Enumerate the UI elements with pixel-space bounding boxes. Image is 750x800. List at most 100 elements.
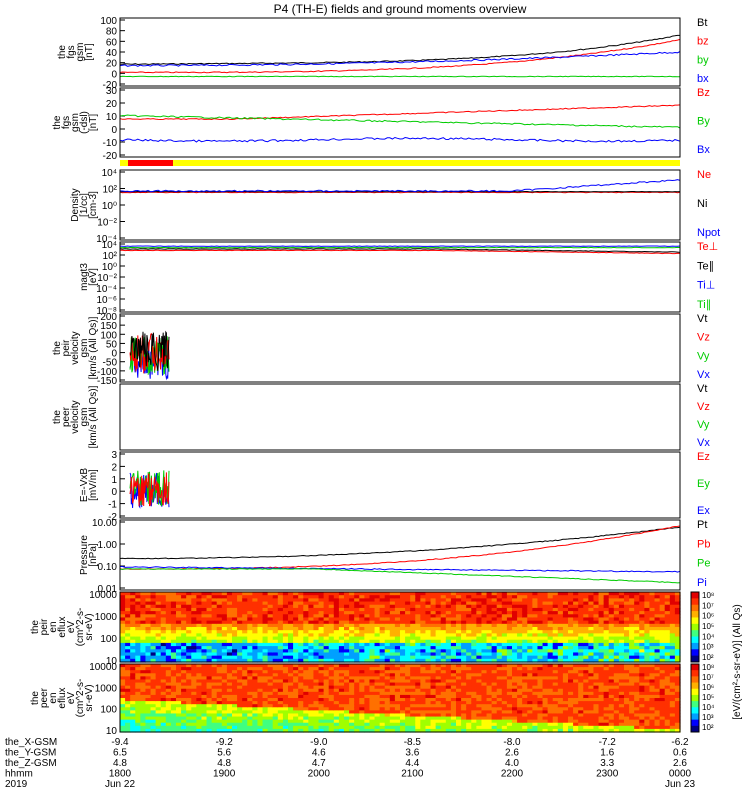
- bx-line: [119, 51, 681, 67]
- colorbar-segment: [691, 664, 699, 671]
- x-tick-label: 2.6: [673, 758, 687, 769]
- y-tick-label: 30: [106, 86, 118, 97]
- y-axis-label: en: [48, 692, 59, 703]
- y-tick-label: 40: [106, 48, 118, 59]
- velocity-burst-line: [129, 470, 170, 506]
- y-tick-label: 1: [111, 475, 117, 486]
- legend-entry: Ex: [697, 505, 710, 517]
- y-axis-label: (-dsl): [79, 111, 90, 134]
- by2-line: [119, 114, 681, 129]
- y-axis-label: gsm: [75, 43, 86, 62]
- legend-entry: Ti⊥: [697, 280, 715, 292]
- x-tick-label: 4.8: [217, 758, 231, 769]
- y-tick-label: 10.00: [92, 518, 117, 529]
- x-tick-label: -9.2: [216, 737, 234, 748]
- y-tick-label: 0: [111, 487, 117, 498]
- panel-frame: [119, 519, 681, 591]
- y-axis-label: eV: [66, 692, 77, 705]
- legend-entry: Pe: [697, 558, 710, 570]
- y-tick-label: 100: [100, 634, 117, 645]
- quality-flag-red: [128, 160, 173, 166]
- pt-line: [119, 526, 681, 560]
- legend-entry: Vt: [697, 313, 707, 325]
- x-tick-label: 2000: [308, 769, 331, 780]
- y-tick-label: 10000: [89, 662, 117, 673]
- colorbar-segment: [691, 617, 699, 625]
- legend-entry: Ti∥: [697, 299, 711, 311]
- x-tick-label: Jun 22: [105, 779, 135, 790]
- y-tick-label: 10: [106, 112, 118, 123]
- x-tick-label: 1.6: [600, 748, 614, 759]
- legend-entry: Npot: [697, 227, 720, 239]
- y-tick-label: 0: [111, 349, 117, 360]
- y-tick-label: 50: [106, 339, 118, 350]
- y-tick-label: 100: [100, 330, 117, 341]
- y-axis-label: peer: [61, 406, 72, 427]
- y-tick-label: 10⁻²: [97, 218, 117, 229]
- x-row-label: the_Y-GSM: [5, 748, 56, 759]
- y-axis-label: magt3: [79, 263, 90, 291]
- panel-temperature: magt3[eV]: [79, 243, 125, 311]
- colorbar-segment: [691, 682, 699, 690]
- y-axis-label: the: [57, 45, 68, 59]
- colorbar-segment: [691, 630, 699, 638]
- legend-entry: Bx: [697, 144, 710, 156]
- legend-entry: Ez: [697, 451, 710, 463]
- panel-e-vxb: E=-VxB[mV/m]: [79, 453, 125, 517]
- pe-line: [119, 568, 681, 584]
- y-tick-label: 1000: [95, 683, 118, 694]
- x-tick-label: 3.3: [600, 758, 614, 769]
- x-tick-label: 3.6: [405, 748, 419, 759]
- peer-spectrogram: [120, 664, 681, 733]
- y-tick-label: 150: [100, 321, 117, 332]
- colorbar-tick: 10⁶: [702, 683, 714, 692]
- y-tick-label: 0: [111, 125, 117, 136]
- x-tick-label: 4.4: [405, 758, 419, 769]
- y-axis-label: en: [48, 621, 59, 632]
- panel-frame: [119, 17, 681, 87]
- y-tick-label: 10⁴: [102, 240, 117, 251]
- bx2-line: [119, 136, 681, 143]
- legend-entry: Pi: [697, 577, 707, 589]
- y-tick-label: 10⁻⁸: [96, 306, 117, 317]
- y-tick-label: 10: [106, 656, 118, 667]
- colorbar-segment: [691, 701, 699, 708]
- colorbar-tick: 10⁵: [702, 693, 714, 702]
- colorbar-tick: 10⁸: [702, 591, 714, 600]
- y-axis-label: [mV/m]: [88, 469, 99, 501]
- colorbar-tick: 10⁵: [702, 622, 714, 631]
- panel-frame: [119, 451, 681, 519]
- legend-entry: Pt: [697, 519, 707, 531]
- y-axis-label: the: [30, 620, 41, 634]
- x-tick-label: 0.6: [673, 748, 687, 759]
- x-row-label: the_X-GSM: [5, 737, 57, 748]
- panel-frame: [119, 87, 681, 158]
- y-tick-label: 10⁻²: [97, 273, 117, 284]
- y-axis-label: peir: [39, 618, 50, 635]
- x-tick-label: 2300: [596, 769, 619, 780]
- y-tick-label: 10⁻⁴: [96, 284, 117, 295]
- y-tick-label: -150: [97, 376, 117, 387]
- colorbar-segment: [691, 694, 699, 702]
- x-tick-label: 4.8: [113, 758, 127, 769]
- npot-line: [119, 179, 681, 193]
- bt-line: [119, 34, 680, 66]
- colorbar-segment: [691, 688, 699, 696]
- colorbar-segment: [691, 623, 699, 631]
- y-axis-label: the: [52, 410, 63, 424]
- y-axis-label: gsm: [79, 339, 90, 358]
- y-axis-label: eV: [66, 621, 77, 634]
- velocity-burst-line: [129, 336, 170, 376]
- y-axis-label: [nT]: [88, 114, 99, 131]
- panel-frame: [119, 663, 681, 733]
- y-axis-label: eflux: [57, 687, 68, 708]
- colorbar-segment: [691, 676, 699, 684]
- colorbar-segment: [691, 592, 699, 599]
- y-tick-label: 10: [106, 726, 118, 737]
- colorbar-tick: 10⁴: [702, 632, 715, 641]
- y-tick-label: -10: [103, 138, 118, 149]
